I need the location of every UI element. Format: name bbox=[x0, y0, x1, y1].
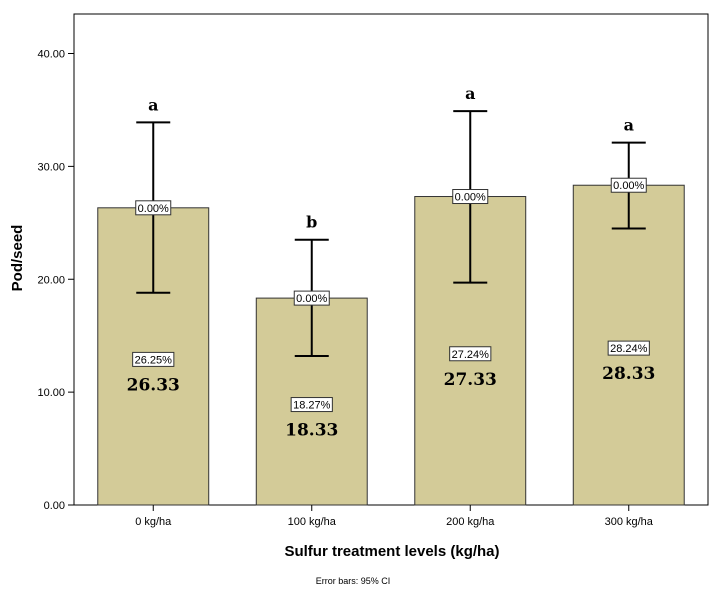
y-tick-label: 30.00 bbox=[37, 161, 65, 173]
x-tick-label: 200 kg/ha bbox=[446, 516, 495, 528]
bar-percent-label-box bbox=[290, 397, 333, 413]
x-axis-title: Sulfur treatment levels (kg/ha) bbox=[284, 543, 499, 560]
bar-top-percent-label-box bbox=[610, 177, 647, 193]
bar-top-percent-label-text: 0.00% bbox=[138, 203, 169, 215]
x-tick-label: 0 kg/ha bbox=[135, 516, 172, 528]
bar-percent-label-text: 27.24% bbox=[452, 349, 490, 361]
bar-top-percent-label: 0.00% bbox=[135, 200, 172, 216]
bar-top-percent-label-box bbox=[452, 189, 489, 205]
bar-percent-label: 27.24% bbox=[449, 346, 492, 362]
bar-value-label: 28.33 bbox=[602, 364, 655, 384]
x-tick-label: 100 kg/ha bbox=[288, 516, 337, 528]
y-tick-label: 40.00 bbox=[37, 49, 65, 61]
bar-value-label: 26.33 bbox=[127, 375, 180, 395]
significance-letter: a bbox=[465, 84, 475, 103]
significance-letter: b bbox=[306, 213, 317, 232]
bar-percent-label-text: 18.27% bbox=[293, 400, 331, 412]
bar-percent-label-box bbox=[607, 340, 650, 356]
bar-top-percent-label: 0.00% bbox=[610, 177, 647, 193]
x-axis: 0 kg/ha 100 kg/ha 200 kg/ha 300 kg/ha bbox=[135, 505, 654, 528]
y-tick-label: 10.00 bbox=[37, 387, 65, 399]
bar-top-percent-label-text: 0.00% bbox=[296, 293, 327, 305]
bar-top-percent-label-text: 0.00% bbox=[613, 180, 644, 192]
significance-letter: a bbox=[624, 116, 634, 135]
bar-percent-label-box bbox=[132, 351, 175, 367]
bar-value-label: 27.33 bbox=[444, 370, 497, 390]
bars-layer: 0.00% 26.25% 26.33 a 0.00% 18.27% 18.33 b 0.00% 2… bbox=[97, 84, 685, 506]
significance-letter: a bbox=[148, 95, 158, 114]
x-tick-label: 300 kg/ha bbox=[605, 516, 654, 528]
bar-top-percent-label-box bbox=[135, 200, 172, 216]
bar-percent-label-box bbox=[449, 346, 492, 362]
bar-percent-label-text: 28.24% bbox=[610, 343, 648, 355]
y-axis-title: Pod/seed bbox=[9, 225, 26, 292]
bar-top-percent-label-box bbox=[293, 290, 330, 306]
bar-percent-label: 26.25% bbox=[132, 351, 175, 367]
error-bar-footnote: Error bars: 95% CI bbox=[316, 576, 391, 586]
bar-top-percent-label-text: 0.00% bbox=[455, 192, 486, 204]
bar-percent-label-text: 26.25% bbox=[135, 354, 173, 366]
y-axis: 0.00 10.00 20.00 30.00 40.00 bbox=[37, 49, 74, 512]
bar-value-label: 18.33 bbox=[285, 421, 338, 441]
bar-top-percent-label: 0.00% bbox=[293, 290, 330, 306]
y-tick-label: 0.00 bbox=[44, 500, 65, 512]
bar-percent-label: 28.24% bbox=[607, 340, 650, 356]
bar-percent-label: 18.27% bbox=[290, 397, 333, 413]
bar-top-percent-label: 0.00% bbox=[452, 189, 489, 205]
y-tick-label: 20.00 bbox=[37, 274, 65, 286]
